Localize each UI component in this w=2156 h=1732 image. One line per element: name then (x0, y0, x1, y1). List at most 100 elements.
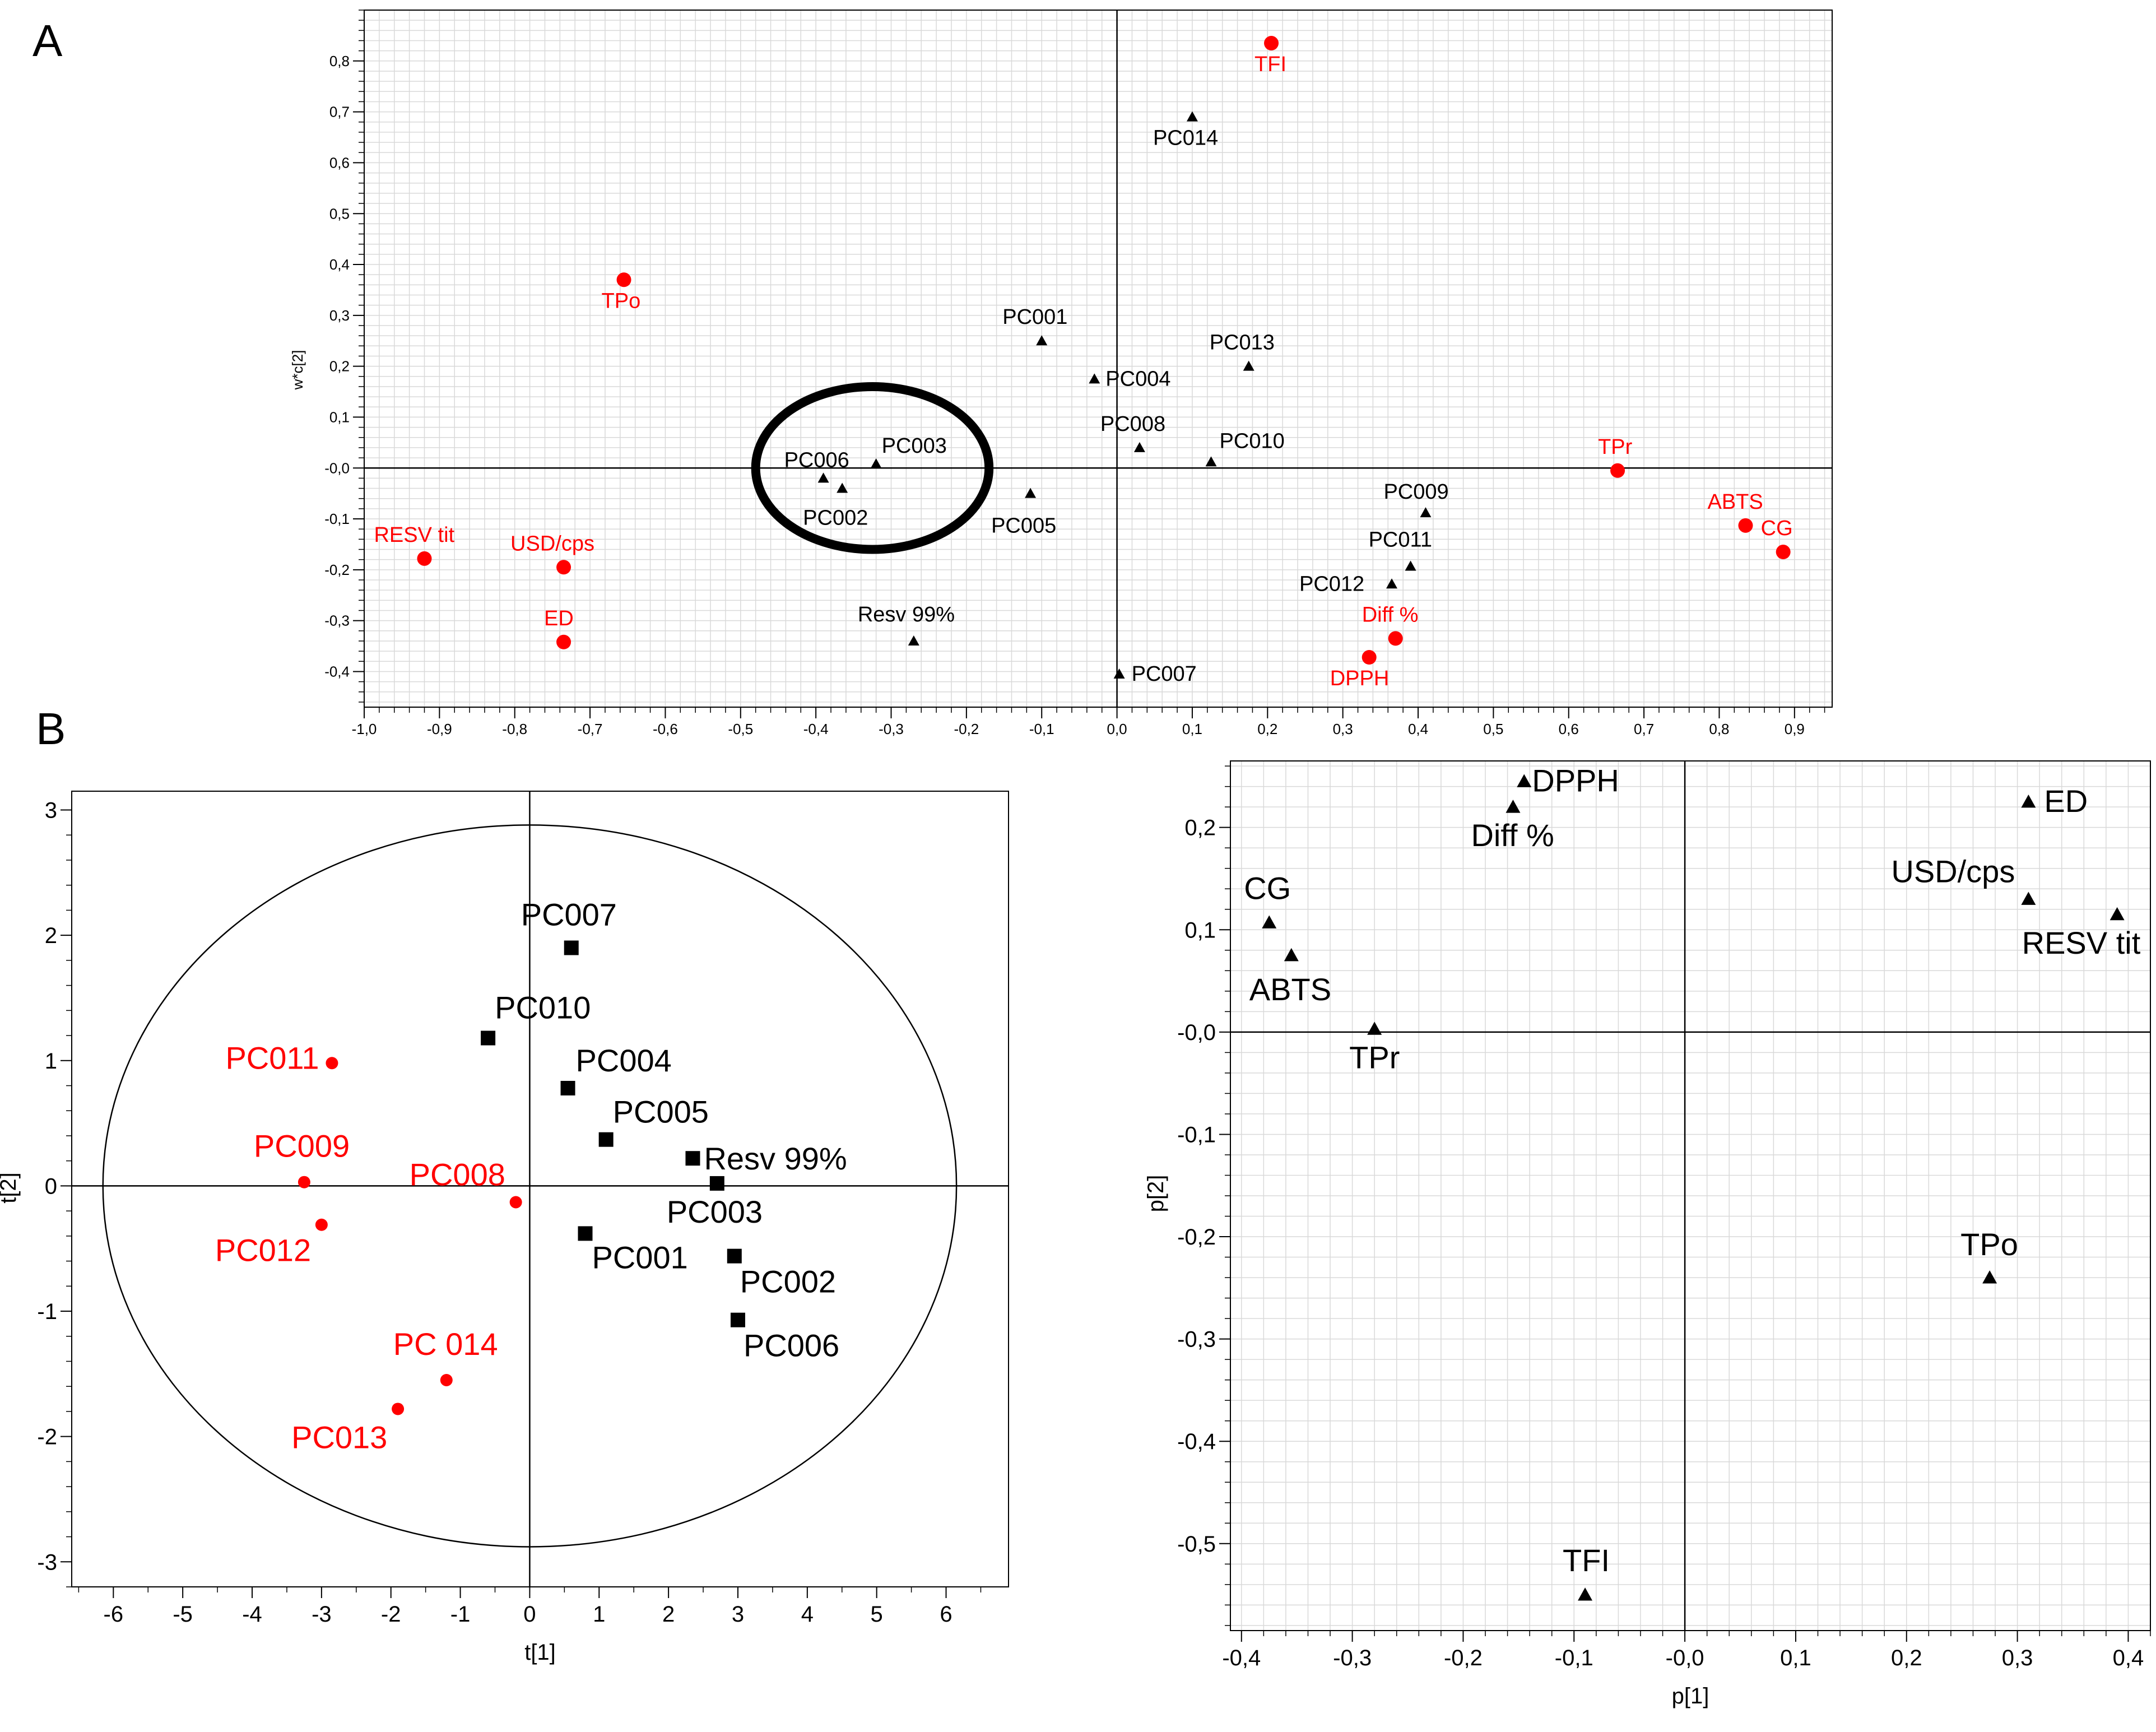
point-label-pc012: PC012 (1299, 572, 1364, 596)
x-tick-label: 2 (662, 1602, 675, 1627)
y-axis-title: t[2] (0, 1172, 21, 1204)
point-label-pc002: PC002 (803, 507, 868, 530)
y-tick-label: 0,5 (329, 205, 350, 222)
point-label-pc-014: PC 014 (393, 1326, 498, 1362)
point-label-pc005: PC005 (613, 1094, 709, 1130)
x-tick-label: 0,2 (1257, 721, 1277, 737)
point-label-dpph: DPPH (1330, 667, 1390, 690)
x-tick-label: 0 (523, 1602, 536, 1627)
x-tick-label: -0,1 (1029, 721, 1054, 737)
point-pc013 (392, 1403, 405, 1415)
point-label-pc001: PC001 (1002, 305, 1067, 329)
point-pc012 (1386, 578, 1397, 589)
point-label-pc006: PC006 (744, 1328, 839, 1363)
point-label-tfi: TFI (1254, 53, 1286, 76)
x-tick-label: -0,4 (803, 721, 829, 737)
point-pc-014 (440, 1374, 453, 1387)
x-tick-label: 0,1 (1780, 1646, 1811, 1670)
y-tick-label: -0,3 (1177, 1327, 1216, 1352)
point-label-pc008: PC008 (410, 1157, 505, 1192)
point-pc014 (1186, 111, 1198, 122)
x-tick-label: -0,3 (1333, 1646, 1372, 1670)
point-tpr (1367, 1021, 1382, 1035)
point-label-abts: ABTS (1249, 972, 1331, 1007)
point-label-tpr: TPr (1598, 435, 1633, 459)
point-ed (556, 634, 571, 649)
point-label-pc013: PC013 (291, 1419, 387, 1455)
point-resv-99 (685, 1151, 700, 1166)
chart-b-loadings: -0,4 -0,3 -0,2 -0,1 -0,0 0,1 0,2 0,3 0,4 -0,5 -0,4… (1144, 760, 2151, 1708)
point-resv-tit (417, 551, 432, 566)
point-usd-cps (2021, 891, 2036, 905)
point-label-dpph: DPPH (1532, 763, 1619, 798)
point-label-ed: ED (2044, 783, 2088, 819)
x-tick-label: -0,9 (427, 721, 452, 737)
x-tick-label: 0,0 (1107, 721, 1127, 737)
plot-frame (71, 791, 1009, 1587)
x-tick-label: 0,3 (1333, 721, 1353, 737)
y-axis-title: p[2] (1144, 1175, 1168, 1213)
point-tpo (616, 272, 631, 287)
y-tick-label: -0,0 (324, 459, 350, 476)
point-tfi (1578, 1587, 1593, 1601)
y-tick-label: -0,5 (1177, 1532, 1216, 1557)
point-pc005 (598, 1132, 614, 1147)
x-tick-label: -0,4 (1222, 1646, 1261, 1670)
point-pc001 (578, 1226, 593, 1241)
point-label-resv-tit: RESV tit (374, 523, 454, 547)
y-tick-label: -0,2 (1177, 1225, 1216, 1250)
plot-frame (364, 10, 1833, 708)
x-tick-label: 0,4 (1408, 721, 1428, 737)
x-tick-label: -2 (381, 1602, 401, 1627)
y-tick-label: 0,2 (329, 358, 350, 375)
x-tick-label: 0,6 (1559, 721, 1579, 737)
x-tick-label: -0,8 (502, 721, 527, 737)
point-label-pc007: PC007 (521, 897, 617, 932)
point-ed (2021, 795, 2036, 808)
point-diff (1388, 631, 1403, 646)
x-axis-title: t[1] (524, 1640, 556, 1665)
point-abts (1738, 518, 1753, 533)
point-pc004 (1089, 373, 1100, 384)
y-tick-label: 2 (45, 923, 57, 948)
chart-a: -1,0 -0,9 -0,8 -0,7 -0,6 -0,5 -0,4 -0,3 -0,2 -0,1… (289, 10, 1833, 737)
x-tick-label: -0,6 (653, 721, 678, 737)
point-label-tfi: TFI (1563, 1543, 1610, 1578)
chart-b-scores: -6 -5 -4 -3 -2 -1 0 1 2 3 4 5 6 -3 -2 -1 0 1 2 3 t[1] t[2] PC0… (0, 791, 1009, 1665)
x-tick-label: 0,3 (2002, 1646, 2033, 1670)
point-diff (1506, 800, 1521, 813)
y-tick-label: 0,6 (329, 155, 350, 171)
x-tick-label: 0,5 (1483, 721, 1503, 737)
point-pc010 (1205, 456, 1217, 467)
point-label-pc005: PC005 (991, 514, 1056, 538)
x-tick-label: 0,9 (1785, 721, 1805, 737)
point-pc007 (1113, 668, 1125, 679)
point-pc008 (509, 1196, 522, 1209)
point-label-pc003: PC003 (882, 434, 947, 458)
y-tick-label: -0,1 (324, 510, 350, 527)
point-label-pc010: PC010 (1220, 429, 1285, 453)
y-tick-label: 0,1 (1184, 918, 1216, 942)
point-label-pc008: PC008 (1100, 412, 1165, 436)
point-resv-tit (2109, 907, 2125, 921)
y-tick-label: -0,1 (1177, 1122, 1216, 1147)
y-tick-label: -0,3 (324, 612, 350, 629)
point-label-resv-99: Resv 99% (858, 603, 955, 626)
y-tick-label: -0,4 (1177, 1429, 1216, 1454)
panel-label-a: A (32, 16, 63, 66)
y-tick-label: -0,2 (324, 561, 350, 578)
x-tick-label: -0,0 (1666, 1646, 1704, 1670)
x-tick-label: 3 (732, 1602, 744, 1627)
point-pc006 (817, 472, 829, 483)
x-tick-label: 0,4 (2113, 1646, 2144, 1670)
x-tick-label: -1 (450, 1602, 471, 1627)
point-pc007 (564, 940, 579, 955)
point-pc010 (481, 1030, 496, 1046)
y-tick-label: 3 (45, 798, 57, 823)
x-tick-label: 0,1 (1182, 721, 1202, 737)
y-tick-label: -1 (37, 1299, 57, 1324)
point-abts (1284, 948, 1299, 962)
x-tick-label: -1,0 (352, 721, 377, 737)
point-pc006 (730, 1312, 745, 1327)
point-label-pc012: PC012 (215, 1233, 311, 1268)
